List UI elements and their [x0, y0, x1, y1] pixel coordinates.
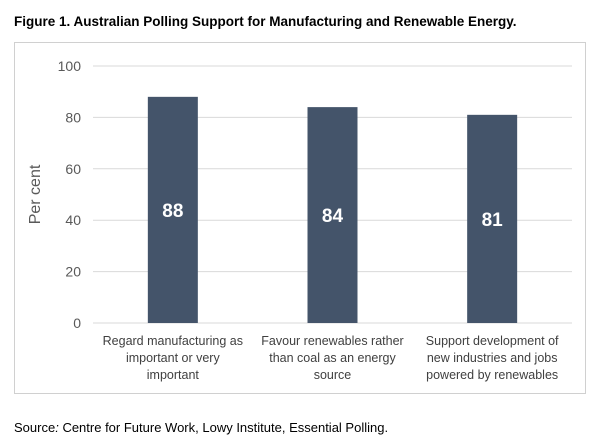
- category-label-line: important: [147, 368, 200, 382]
- y-tick-label: 80: [65, 109, 81, 125]
- category-label-line: Regard manufacturing as: [103, 334, 243, 348]
- y-axis-title: Per cent: [27, 164, 44, 224]
- y-tick-label: 100: [58, 58, 82, 74]
- category-label-line: Support development of: [426, 334, 559, 348]
- chart-frame: [14, 42, 586, 394]
- category-label-line: Favour renewables rather: [261, 334, 403, 348]
- bar-chart: 0 20 40 60 80 100 Per cent 88 84 81 Regard manu…: [27, 58, 572, 382]
- y-tick-label: 0: [73, 315, 81, 331]
- source-separator: :: [55, 420, 59, 435]
- data-labels: 88 84 81: [162, 201, 503, 231]
- y-tick-label: 40: [65, 212, 81, 228]
- category-label-line: important or very: [126, 351, 221, 365]
- bar: [467, 114, 518, 323]
- x-axis-categories: Regard manufacturing as important or very…: [103, 334, 559, 382]
- source-label: Source: [14, 420, 56, 435]
- bar: [307, 107, 358, 324]
- source-note: Source: Centre for Future Work, Lowy Ins…: [14, 420, 388, 435]
- category-label-line: powered by renewables: [426, 368, 558, 382]
- bar: [147, 96, 198, 323]
- y-axis-ticks: 0 20 40 60 80 100: [58, 58, 82, 331]
- source-text: Centre for Future Work, Lowy Institute, …: [58, 420, 389, 435]
- bars: [147, 96, 518, 324]
- figure-title: Figure 1. Australian Polling Support for…: [14, 14, 517, 29]
- bar-value-label: 88: [162, 201, 183, 222]
- category-label-line: new industries and jobs: [427, 351, 558, 365]
- y-tick-label: 60: [65, 161, 81, 177]
- category-label-line: source: [314, 368, 352, 382]
- bar-value-label: 81: [482, 210, 504, 231]
- category-label-line: than coal as an energy: [269, 351, 396, 365]
- bar-value-label: 84: [322, 206, 344, 227]
- y-tick-label: 20: [65, 264, 81, 280]
